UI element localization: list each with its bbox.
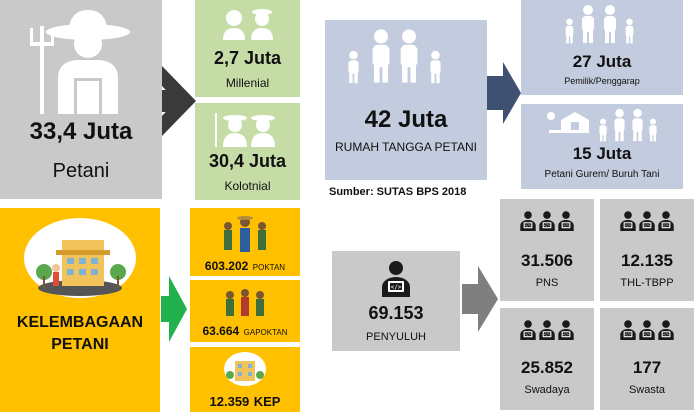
kelembagaan-card: KELEMBAGAAN PETANI xyxy=(0,208,160,412)
farmer-icon xyxy=(22,6,140,114)
swasta-value: 177 xyxy=(632,358,662,377)
arrow-right-icon xyxy=(462,266,498,332)
farmer-group-icon xyxy=(220,286,270,318)
building-icon xyxy=(223,351,267,387)
arrow-right-icon xyxy=(161,276,187,342)
young-farmers-icon xyxy=(219,6,277,40)
pemilik-value: 27 Juta xyxy=(572,52,632,71)
pemilik-label: Pemilik/Penggarap xyxy=(564,76,640,86)
millenial-value: 2,7 Juta xyxy=(213,48,282,68)
family-icon xyxy=(563,4,643,44)
kolotnial-value: 30,4 Juta xyxy=(208,151,287,171)
rumah-tangga-label: RUMAH TANGGA PETANI xyxy=(334,140,478,154)
kelembagaan-label-2: PETANI xyxy=(51,336,109,353)
family-farm-icon xyxy=(543,108,665,142)
thl-card: 12.135 THL-TBPP xyxy=(600,199,694,301)
gapoktan-unit: GAPOKTAN xyxy=(243,328,288,337)
rumah-tangga-value: 42 Juta xyxy=(364,106,448,133)
gapoktan-card: 63.664 GAPOKTAN xyxy=(190,280,300,342)
thl-label: THL-TBPP xyxy=(620,277,674,289)
poktan-card: 603.202 POKTAN xyxy=(190,208,300,276)
workers-icon xyxy=(617,205,677,237)
penyuluh-card: 69.153 PENYULUH xyxy=(332,251,460,351)
pemilik-card: 27 Juta Pemilik/Penggarap xyxy=(521,0,683,95)
thl-value: 12.135 xyxy=(621,251,673,270)
workers-icon xyxy=(617,314,677,346)
poktan-value: 603.202 xyxy=(204,259,249,273)
gurem-value: 15 Juta xyxy=(572,144,632,163)
millenial-card: 2,7 Juta Millenial xyxy=(195,0,300,97)
swadaya-card: 25.852 Swadaya xyxy=(500,308,594,410)
petani-card: 33,4 Juta Petani xyxy=(0,0,162,199)
rumah-tangga-card: 42 Juta RUMAH TANGGA PETANI xyxy=(325,20,487,180)
swadaya-label: Swadaya xyxy=(524,384,570,396)
millenial-label: Millenial xyxy=(225,76,270,90)
workers-icon xyxy=(517,205,577,237)
kelembagaan-label-1: KELEMBAGAAN xyxy=(16,314,144,331)
arrow-right-icon xyxy=(162,66,196,136)
penyuluh-value: 69.153 xyxy=(368,303,424,323)
penyuluh-label: PENYULUH xyxy=(366,331,426,343)
gurem-label: Petani Gurem/ Buruh Tani xyxy=(544,169,660,180)
source-note: Sumber: SUTAS BPS 2018 xyxy=(329,186,467,198)
extension-worker-icon xyxy=(376,257,416,297)
swasta-label: Swasta xyxy=(628,384,666,396)
kep-card: 12.359 KEP xyxy=(190,347,300,412)
swadaya-value: 25.852 xyxy=(521,358,573,377)
petani-value: 33,4 Juta xyxy=(29,118,133,145)
kolotnial-label: Kolotnial xyxy=(224,179,271,193)
swasta-card: 177 Swasta xyxy=(600,308,694,410)
family-icon xyxy=(345,28,467,84)
petani-label: Petani xyxy=(52,160,110,182)
village-building-icon xyxy=(22,216,138,300)
kolotnial-card: 30,4 Juta Kolotnial xyxy=(195,103,300,200)
old-farmers-icon xyxy=(211,111,285,147)
farmer-group-icon xyxy=(218,214,272,254)
gurem-card: 15 Juta Petani Gurem/ Buruh Tani xyxy=(521,104,683,189)
pns-label: PNS xyxy=(535,277,559,289)
poktan-unit: POKTAN xyxy=(252,263,286,272)
kep-value: 12.359 xyxy=(209,394,250,409)
pns-value: 31.506 xyxy=(521,251,573,270)
workers-icon xyxy=(517,314,577,346)
kep-unit: KEP xyxy=(253,394,281,409)
arrow-right-icon xyxy=(487,62,521,124)
pns-card: 31.506 PNS xyxy=(500,199,594,301)
gapoktan-value: 63.664 xyxy=(202,324,240,338)
